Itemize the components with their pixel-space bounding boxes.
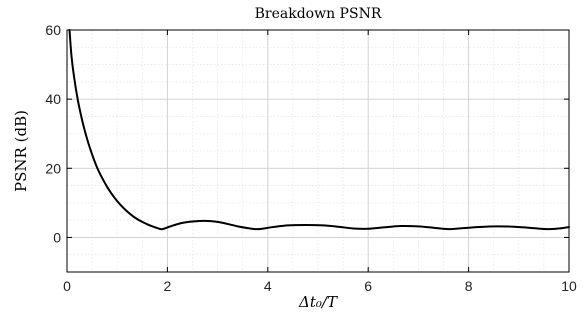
x-tick-label: 6 [364, 278, 372, 294]
x-tick-label: 0 [63, 278, 71, 294]
chart-title: Breakdown PSNR [255, 6, 382, 22]
y-tick-label: 0 [53, 229, 61, 245]
y-tick-label: 40 [45, 91, 61, 107]
x-axis-label: Δt₀/T [298, 293, 338, 311]
x-tick-label: 2 [164, 278, 172, 294]
x-tick-label: 10 [561, 278, 577, 294]
psnr-series-line [68, 29, 570, 231]
y-tick-labels: 0 20 40 60 [45, 22, 61, 245]
axis-ticks [66, 29, 570, 272]
y-tick-label: 60 [45, 22, 61, 38]
y-tick-label: 20 [45, 160, 61, 176]
minor-gridlines [67, 30, 569, 272]
y-axis-label: PSNR (dB) [12, 110, 30, 192]
x-tick-label: 8 [465, 278, 473, 294]
plot-area-frame [66, 29, 570, 273]
x-tick-label: 4 [264, 278, 272, 294]
x-tick-labels: 0 2 4 6 8 10 [63, 278, 577, 294]
